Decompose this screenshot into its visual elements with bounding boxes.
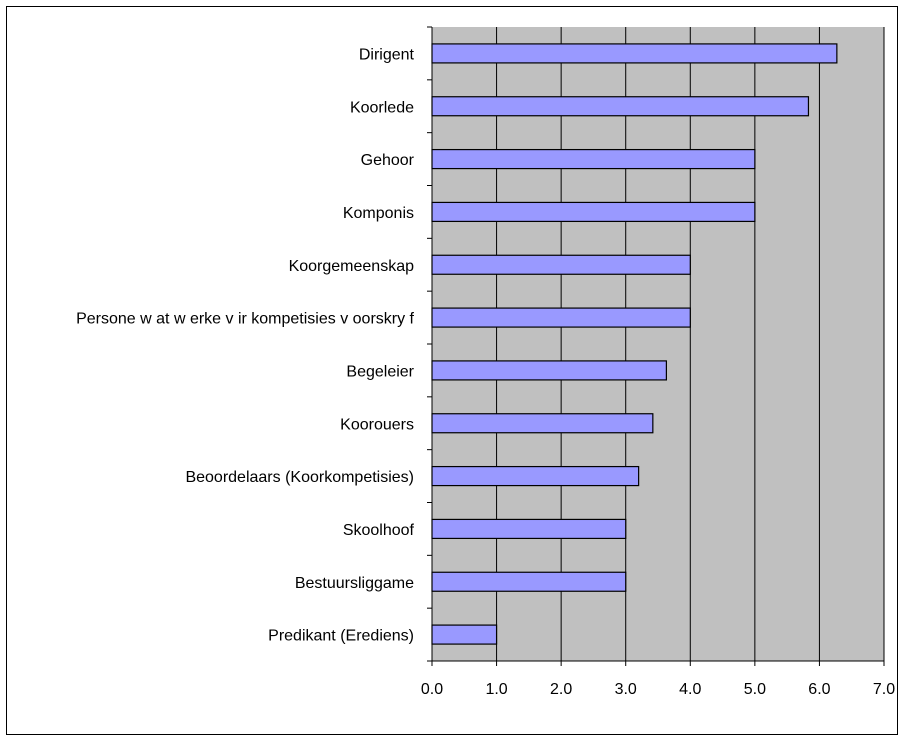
- category-label: Persone w at w erke v ir kompetisies v o…: [76, 311, 414, 328]
- bar: [431, 201, 756, 223]
- bar: [431, 148, 756, 170]
- x-tick-label: 3.0: [615, 681, 637, 698]
- category-label: Begeleier: [346, 363, 414, 380]
- category-label: Beoordelaars (Koorkompetisies): [185, 469, 414, 486]
- x-tick-label: 1.0: [485, 681, 507, 698]
- category-label: Bestuursliggame: [295, 575, 414, 592]
- x-tick-label: 6.0: [808, 681, 830, 698]
- category-label: Predikant (Erediens): [268, 628, 414, 645]
- category-label: Gehoor: [361, 152, 415, 169]
- category-label: Koorouers: [340, 416, 414, 433]
- bar: [431, 307, 691, 328]
- category-label: Koorlede: [350, 99, 414, 116]
- bar: [431, 518, 627, 540]
- bar: [431, 96, 810, 117]
- bar: [431, 465, 640, 487]
- bar: [431, 624, 498, 645]
- x-tick-label: 2.0: [550, 681, 572, 698]
- bar: [431, 571, 627, 592]
- category-label: Koorgemeenskap: [289, 258, 415, 275]
- bar: [431, 254, 691, 275]
- category-label: Komponis: [343, 205, 414, 222]
- x-tick-label: 7.0: [873, 681, 895, 698]
- category-label: Skoolhoof: [343, 522, 415, 539]
- x-tick-label: 4.0: [679, 681, 701, 698]
- category-label: Dirigent: [359, 46, 415, 63]
- bar: [431, 413, 654, 434]
- bar: [431, 360, 667, 381]
- x-tick-label: 0.0: [421, 681, 443, 698]
- x-tick-label: 5.0: [744, 681, 766, 698]
- bar: [431, 43, 838, 64]
- plot-area: [432, 27, 884, 661]
